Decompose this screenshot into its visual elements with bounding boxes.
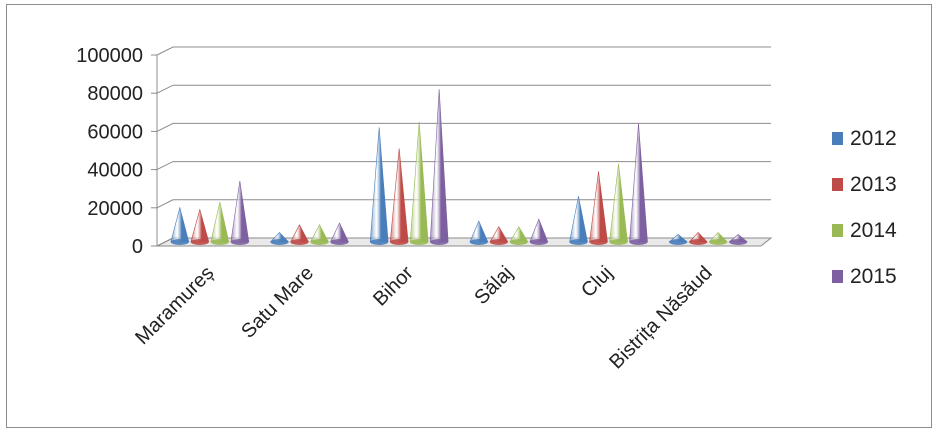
y-tick-label: 100000 (76, 45, 143, 67)
gridline (156, 46, 771, 56)
cone-2014-4 (609, 163, 628, 245)
gridline (156, 199, 771, 209)
x-category-label: Sălaj (470, 262, 517, 309)
x-axis-labels: Maramureș Satu Mare Bihor Sălaj ClujBistrița… (131, 262, 716, 374)
x-category-label: Satu Mare (237, 262, 318, 343)
cone-2012-3 (469, 220, 489, 245)
legend-swatch (832, 224, 843, 237)
legend-label: 2014 (850, 219, 897, 242)
y-tick-label: 80000 (87, 83, 143, 105)
legend-label: 2013 (850, 173, 897, 196)
legend-label: 2012 (850, 127, 897, 150)
legend-label: 2015 (850, 265, 897, 288)
cone-2014-0 (210, 201, 230, 245)
cone-2015-1 (330, 222, 349, 245)
x-category-label: Bistrița Năsăud (605, 262, 716, 373)
gridline (156, 122, 771, 132)
cone-2013-5 (688, 232, 708, 245)
legend-swatch (832, 270, 843, 283)
legend-swatch (832, 178, 843, 191)
cone-2014-5 (708, 232, 728, 245)
y-tick-label: 40000 (87, 160, 143, 182)
y-axis-ticks: 0 20000 40000 60000 80000 100000 (76, 45, 143, 258)
chart-walls (156, 55, 773, 247)
legend: 2012 2013 2014 2015 (832, 127, 897, 288)
x-category-label: Bihor (369, 262, 418, 311)
cone-2014-3 (509, 226, 529, 245)
x-category-label: Cluj (577, 262, 617, 302)
cone-2013-1 (290, 224, 309, 245)
cone-2014-1 (310, 224, 329, 245)
cone-2012-1 (269, 232, 290, 245)
cone-2015-4 (629, 123, 648, 245)
cone-2013-3 (489, 226, 509, 245)
y-tick-label: 0 (132, 236, 143, 258)
cone-2012-5 (668, 233, 688, 245)
cone-chart: 0 20000 40000 60000 80000 100000 Maramureș Sat… (76, 45, 897, 374)
cone-2015-3 (529, 218, 549, 245)
cone-2012-0 (170, 206, 190, 245)
x-category-label: Maramureș (131, 262, 218, 349)
cone-2013-2 (389, 148, 409, 245)
cone-2013-0 (190, 208, 210, 245)
cone-2015-5 (728, 233, 748, 245)
gridline (156, 84, 771, 94)
cone-2013-4 (589, 171, 608, 245)
cone-2015-2 (429, 89, 449, 245)
cone-2015-0 (230, 180, 250, 245)
cone-2014-2 (409, 121, 429, 245)
cone-2012-4 (569, 196, 588, 245)
y-tick-label: 60000 (87, 121, 143, 143)
cone-2012-2 (369, 127, 389, 245)
cone-series (170, 89, 748, 245)
legend-swatch (832, 132, 843, 145)
gridline (156, 161, 771, 171)
chart-frame: 0 20000 40000 60000 80000 100000 Maramureș Sat… (6, 4, 932, 428)
y-tick-label: 20000 (87, 198, 143, 220)
